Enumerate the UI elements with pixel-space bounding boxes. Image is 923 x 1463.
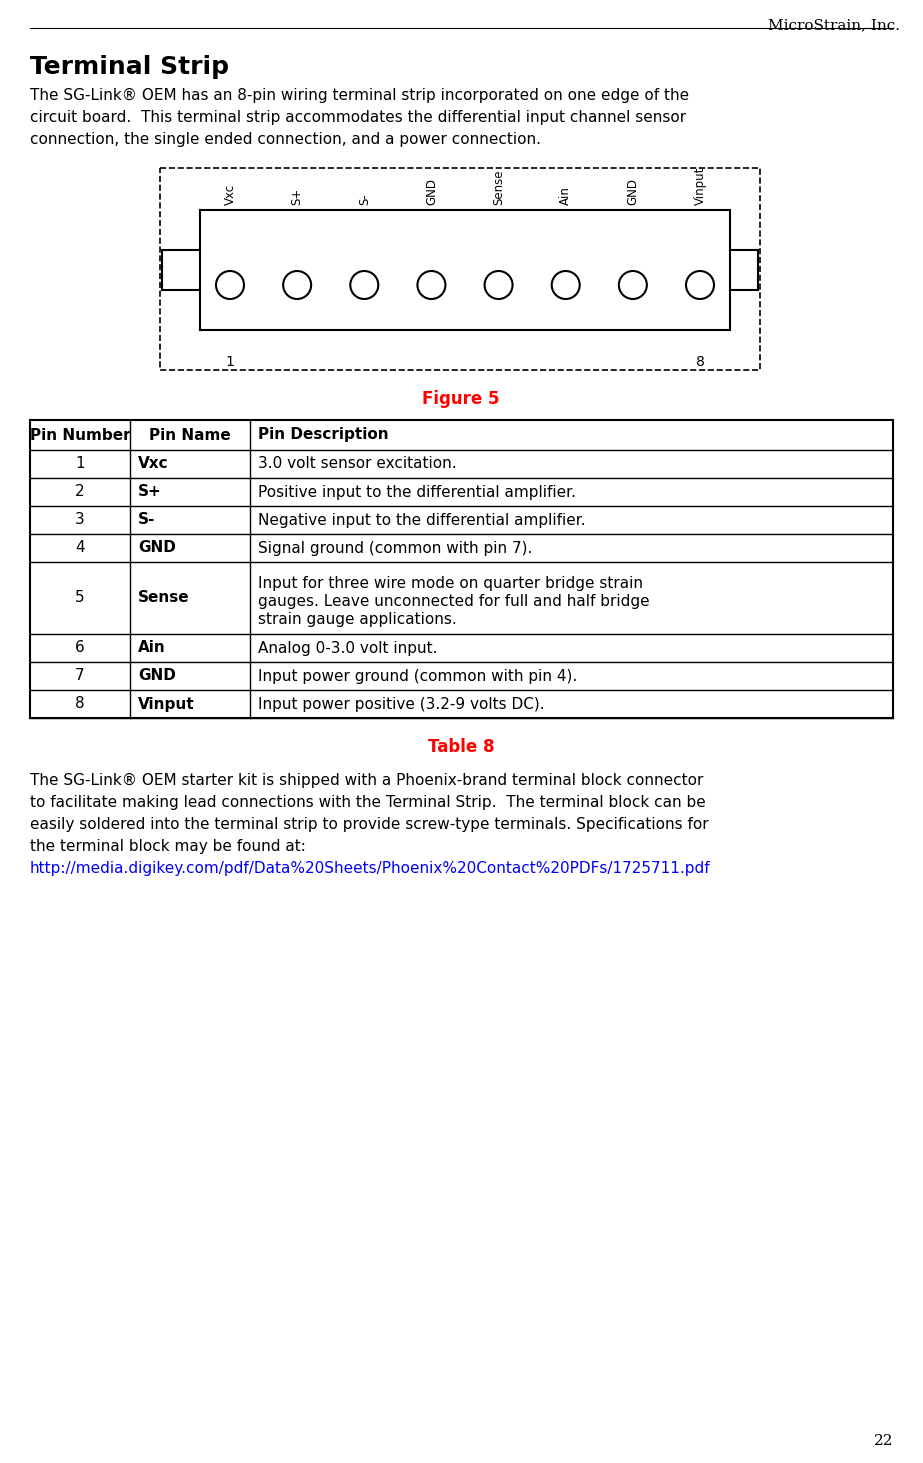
Text: MicroStrain, Inc.: MicroStrain, Inc. bbox=[768, 18, 900, 32]
Text: Positive input to the differential amplifier.: Positive input to the differential ampli… bbox=[258, 484, 576, 499]
Text: Pin Description: Pin Description bbox=[258, 427, 389, 442]
Text: Terminal Strip: Terminal Strip bbox=[30, 56, 229, 79]
Text: 4: 4 bbox=[75, 540, 85, 556]
Text: the terminal block may be found at:: the terminal block may be found at: bbox=[30, 838, 306, 854]
Text: Sense: Sense bbox=[492, 170, 505, 205]
Text: 7: 7 bbox=[75, 669, 85, 683]
Text: Vinput: Vinput bbox=[138, 696, 195, 711]
Text: 22: 22 bbox=[873, 1434, 893, 1448]
Text: 8: 8 bbox=[696, 356, 704, 369]
Text: 1: 1 bbox=[75, 456, 85, 471]
Text: 3: 3 bbox=[75, 512, 85, 528]
Text: 8: 8 bbox=[75, 696, 85, 711]
Text: Pin Name: Pin Name bbox=[150, 427, 231, 442]
Text: Input power ground (common with pin 4).: Input power ground (common with pin 4). bbox=[258, 669, 577, 683]
Text: The SG-Link® OEM has an 8-pin wiring terminal strip incorporated on one edge of : The SG-Link® OEM has an 8-pin wiring ter… bbox=[30, 88, 689, 102]
Text: Input for three wire mode on quarter bridge strain: Input for three wire mode on quarter bri… bbox=[258, 576, 643, 591]
Text: to facilitate making lead connections with the Terminal Strip.  The terminal blo: to facilitate making lead connections wi… bbox=[30, 794, 706, 811]
Text: strain gauge applications.: strain gauge applications. bbox=[258, 612, 457, 628]
Text: 1: 1 bbox=[225, 356, 234, 369]
Text: 5: 5 bbox=[75, 591, 85, 606]
Text: Ain: Ain bbox=[138, 641, 166, 655]
Text: GND: GND bbox=[425, 178, 438, 205]
Text: Vxc: Vxc bbox=[223, 184, 236, 205]
Text: Analog 0-3.0 volt input.: Analog 0-3.0 volt input. bbox=[258, 641, 438, 655]
Text: The SG-Link® OEM starter kit is shipped with a Phoenix-brand terminal block conn: The SG-Link® OEM starter kit is shipped … bbox=[30, 772, 703, 789]
Text: easily soldered into the terminal strip to provide screw-type terminals. Specifi: easily soldered into the terminal strip … bbox=[30, 816, 709, 832]
Text: http://media.digikey.com/pdf/Data%20Sheets/Phoenix%20Contact%20PDFs/1725711.pdf: http://media.digikey.com/pdf/Data%20Shee… bbox=[30, 862, 711, 876]
Text: Sense: Sense bbox=[138, 591, 189, 606]
Text: Signal ground (common with pin 7).: Signal ground (common with pin 7). bbox=[258, 540, 533, 556]
Text: Pin Number: Pin Number bbox=[30, 427, 130, 442]
Text: Vinput: Vinput bbox=[693, 167, 706, 205]
Text: Input power positive (3.2-9 volts DC).: Input power positive (3.2-9 volts DC). bbox=[258, 696, 545, 711]
Text: GND: GND bbox=[138, 669, 176, 683]
Text: 2: 2 bbox=[75, 484, 85, 499]
Text: 6: 6 bbox=[75, 641, 85, 655]
Text: connection, the single ended connection, and a power connection.: connection, the single ended connection,… bbox=[30, 132, 541, 146]
Text: Table 8: Table 8 bbox=[427, 737, 494, 756]
Text: Negative input to the differential amplifier.: Negative input to the differential ampli… bbox=[258, 512, 585, 528]
Text: S-: S- bbox=[358, 193, 371, 205]
Text: Figure 5: Figure 5 bbox=[422, 391, 499, 408]
Text: circuit board.  This terminal strip accommodates the differential input channel : circuit board. This terminal strip accom… bbox=[30, 110, 686, 124]
Text: GND: GND bbox=[138, 540, 176, 556]
Text: 3.0 volt sensor excitation.: 3.0 volt sensor excitation. bbox=[258, 456, 457, 471]
Text: Vxc: Vxc bbox=[138, 456, 169, 471]
Text: GND: GND bbox=[627, 178, 640, 205]
Text: gauges. Leave unconnected for full and half bridge: gauges. Leave unconnected for full and h… bbox=[258, 594, 650, 609]
Text: S+: S+ bbox=[138, 484, 162, 499]
Text: Ain: Ain bbox=[559, 186, 572, 205]
Text: S+: S+ bbox=[291, 187, 304, 205]
Text: S-: S- bbox=[138, 512, 155, 528]
